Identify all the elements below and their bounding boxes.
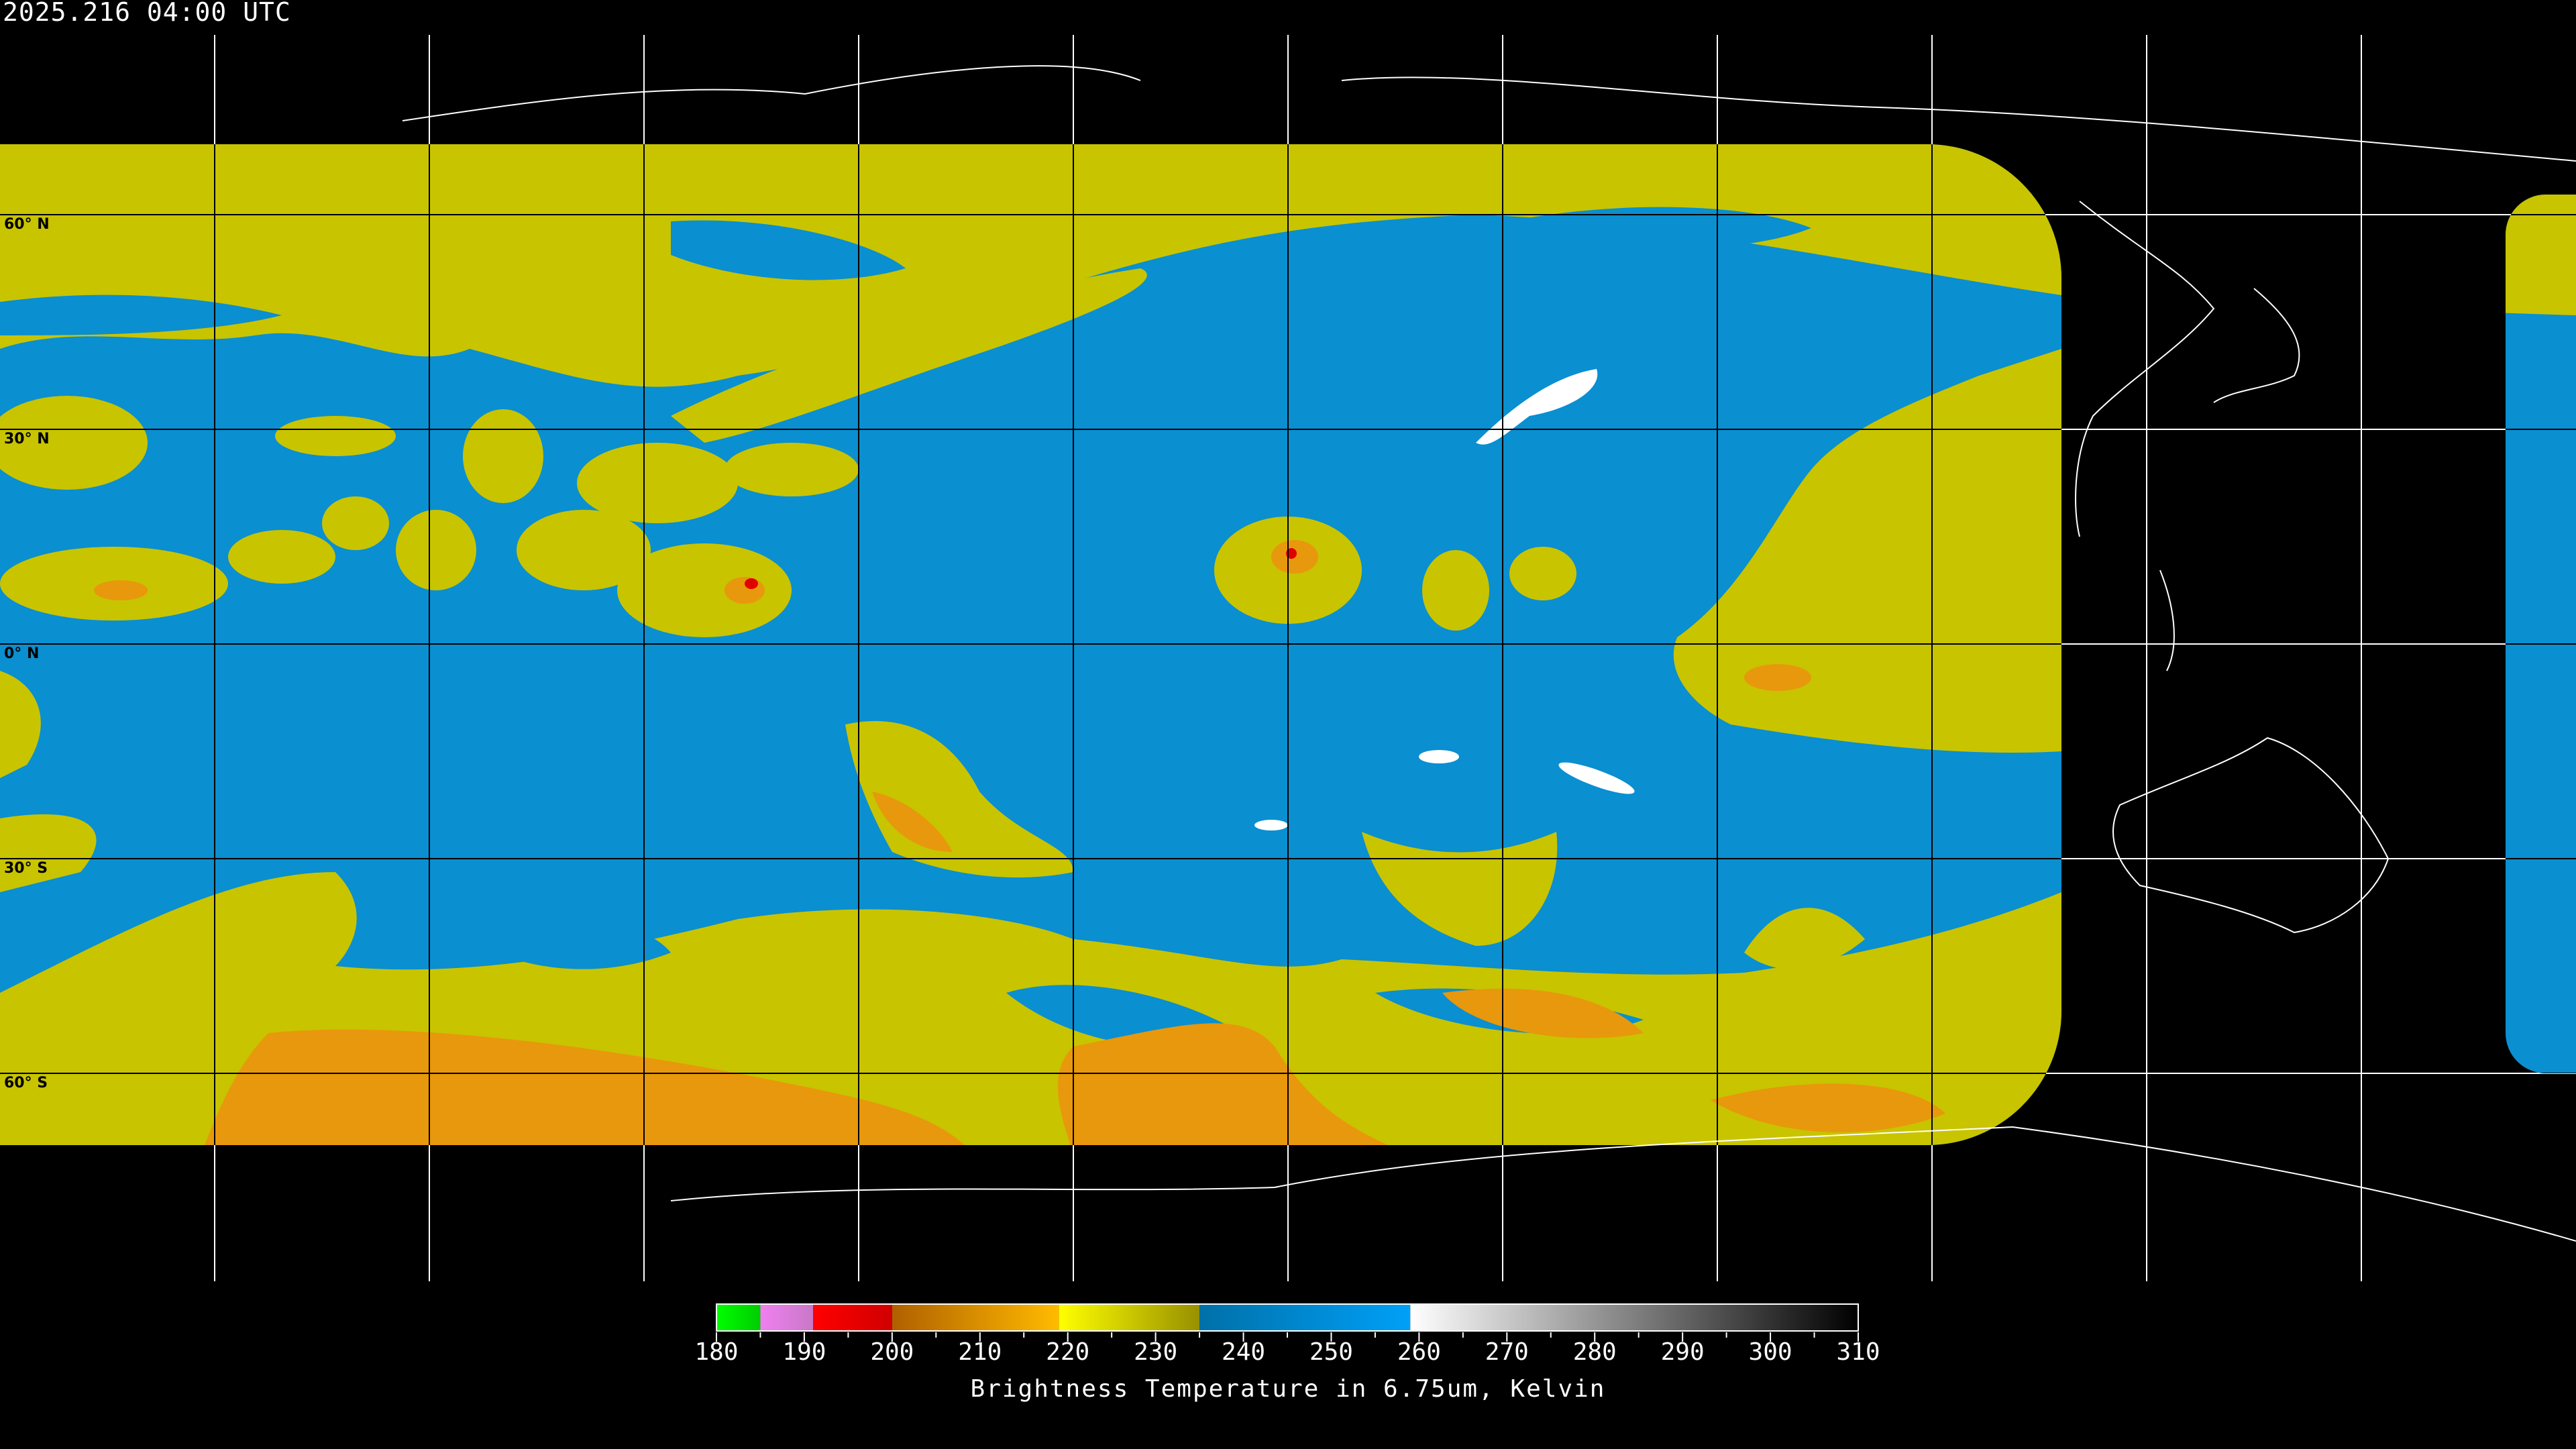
lat-label-60n: 60° N [4, 216, 50, 233]
colorbar-tick-label: 230 [1134, 1338, 1178, 1366]
colorbar-tick-label: 240 [1222, 1338, 1266, 1366]
satellite-map [0, 35, 2576, 1281]
coastlines [402, 65, 2576, 1242]
colorbar-segment [892, 1304, 1059, 1331]
colorbar-tick-label: 180 [694, 1338, 739, 1366]
colorbar-tick-label: 310 [1836, 1338, 1880, 1366]
colorbar-tick-label: 250 [1309, 1338, 1353, 1366]
colorbar-segment [813, 1304, 892, 1331]
timestamp: 2025.216 04:00 UTC [3, 0, 291, 27]
lat-label-60s: 60° S [4, 1075, 48, 1091]
colorbar-segment [1059, 1304, 1200, 1331]
colorbar-tick-label: 300 [1748, 1338, 1792, 1366]
colorbar-title: Brightness Temperature in 6.75um, Kelvin [970, 1375, 1606, 1403]
lat-label-30n: 30° N [4, 431, 50, 447]
lat-label-30s: 30° S [4, 860, 48, 877]
colorbar-tick-label: 270 [1485, 1338, 1529, 1366]
colorbar-tick-label: 220 [1046, 1338, 1090, 1366]
colorbar-tick-label: 210 [958, 1338, 1002, 1366]
colorbar-tick-label: 260 [1397, 1338, 1441, 1366]
colorbar-segment [716, 1304, 761, 1331]
colorbar-tick-label: 290 [1660, 1338, 1705, 1366]
lat-label-0: 0° N [4, 645, 40, 662]
colorbar-tick-label: 280 [1572, 1338, 1617, 1366]
colorbar-segment [760, 1304, 814, 1331]
colorbar [716, 1303, 1859, 1342]
colorbar-segment [1410, 1304, 1858, 1331]
colorbar-tick-label: 200 [870, 1338, 914, 1366]
colorbar-tick-label: 190 [782, 1338, 826, 1366]
colorbar-segment [1199, 1304, 1411, 1331]
